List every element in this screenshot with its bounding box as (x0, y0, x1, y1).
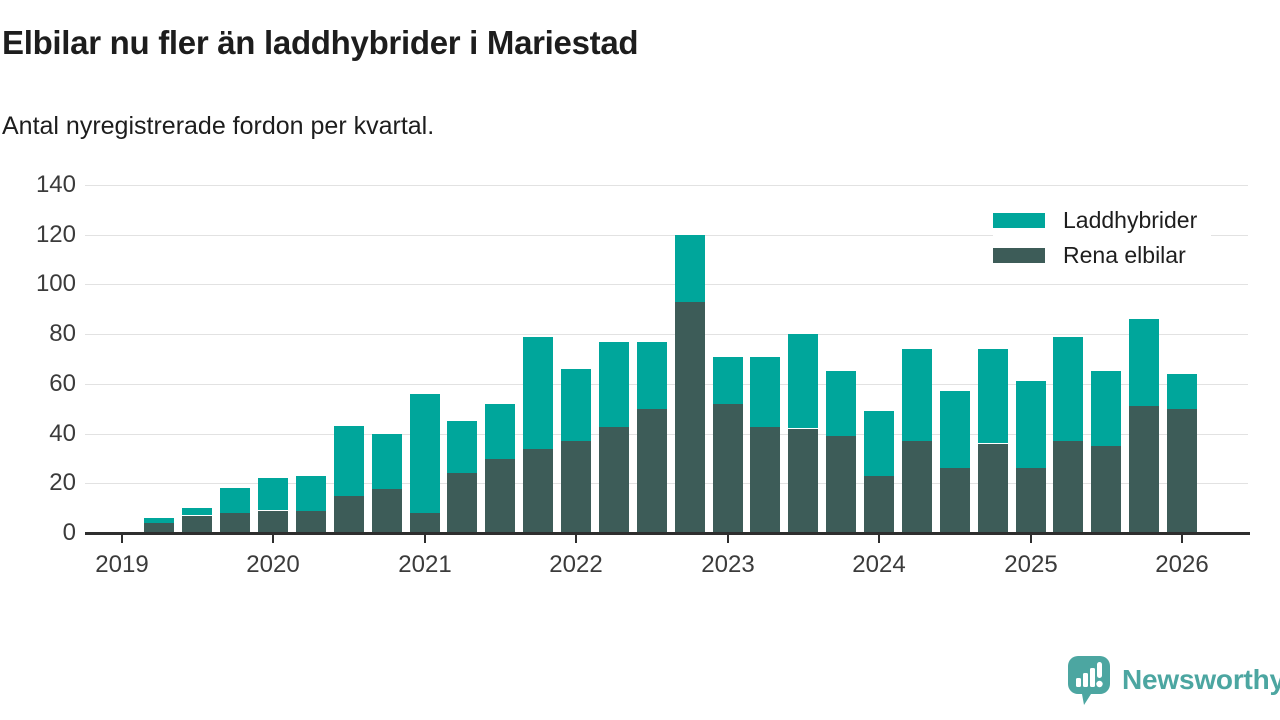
x-axis-tick (1030, 535, 1032, 543)
bar-segment-rena-elbilar (182, 516, 212, 533)
y-axis-tick-label: 140 (35, 171, 76, 198)
bar-segment-laddhybrider (334, 426, 364, 496)
newsworthy-speech-bubble-icon (1068, 656, 1110, 705)
gridline (85, 284, 1248, 285)
y-axis-tick-label: 100 (35, 270, 76, 297)
legend-item-rena-elbilar: Rena elbilar (993, 240, 1197, 270)
newsworthy-logo[interactable]: Newsworthy (1066, 654, 1280, 706)
bar-segment-rena-elbilar (561, 441, 591, 533)
bar-segment-laddhybrider (1053, 337, 1083, 441)
bar-segment-laddhybrider (713, 357, 743, 404)
bar-segment-laddhybrider (447, 421, 477, 473)
bar-segment-laddhybrider (1091, 371, 1121, 446)
x-axis-line (85, 532, 1250, 535)
bar-segment-laddhybrider (561, 369, 591, 441)
x-axis-tick-label: 2020 (246, 551, 300, 578)
bar-segment-laddhybrider (637, 342, 667, 409)
x-axis-tick (424, 535, 426, 543)
bar-segment-rena-elbilar (902, 441, 932, 533)
legend-swatch-rena-elbilar (993, 247, 1045, 263)
bar-segment-rena-elbilar (1053, 441, 1083, 533)
bar-segment-rena-elbilar (599, 426, 629, 533)
x-axis-tick (1181, 535, 1183, 543)
bar-segment-laddhybrider (978, 349, 1008, 443)
legend: Laddhybrider Rena elbilar (993, 205, 1212, 275)
bar-segment-rena-elbilar (713, 404, 743, 533)
y-axis-tick-label: 120 (35, 221, 76, 248)
y-axis-tick-label: 40 (49, 420, 76, 447)
bar-segment-rena-elbilar (864, 476, 894, 533)
bar-segment-rena-elbilar (1016, 468, 1046, 533)
bar-segment-laddhybrider (372, 434, 402, 489)
y-axis-tick-label: 80 (49, 320, 76, 347)
bar-segment-rena-elbilar (1167, 409, 1197, 533)
bar-segment-laddhybrider (485, 404, 515, 459)
bar-segment-laddhybrider (902, 349, 932, 441)
legend-label-laddhybrider: Laddhybrider (1063, 206, 1198, 233)
bar-segment-rena-elbilar (410, 513, 440, 533)
bar-segment-laddhybrider (523, 337, 553, 449)
bar-segment-laddhybrider (182, 508, 212, 515)
gridline (85, 235, 1248, 236)
bar-segment-laddhybrider (675, 235, 705, 302)
legend-item-laddhybrider: Laddhybrider (993, 205, 1197, 235)
bar-segment-laddhybrider (599, 342, 629, 427)
bar-segment-rena-elbilar (334, 496, 364, 533)
x-axis-tick (575, 535, 577, 543)
bar-segment-laddhybrider (410, 394, 440, 513)
x-axis-tick (727, 535, 729, 543)
bar-segment-laddhybrider (864, 411, 894, 476)
bar-segment-laddhybrider (258, 478, 288, 510)
y-axis-tick-label: 0 (62, 519, 76, 546)
gridline (85, 185, 1248, 186)
bar-segment-rena-elbilar (675, 302, 705, 533)
x-axis-tick-label: 2024 (852, 551, 906, 578)
bar-segment-laddhybrider (1167, 374, 1197, 409)
bar-segment-rena-elbilar (1091, 446, 1121, 533)
bar-segment-rena-elbilar (296, 511, 326, 533)
bar-segment-rena-elbilar (220, 513, 250, 533)
x-axis-tick-label: 2022 (549, 551, 603, 578)
bar-segment-laddhybrider (788, 334, 818, 428)
bar-segment-laddhybrider (296, 476, 326, 511)
x-axis-tick (878, 535, 880, 543)
x-axis-tick (121, 535, 123, 543)
bar-segment-laddhybrider (144, 518, 174, 523)
x-axis-tick-label: 2019 (95, 551, 149, 578)
x-axis-tick-label: 2023 (701, 551, 755, 578)
bar-segment-rena-elbilar (372, 488, 402, 533)
bar-segment-rena-elbilar (258, 511, 288, 533)
y-axis-tick-label: 60 (49, 370, 76, 397)
bar-segment-rena-elbilar (788, 429, 818, 533)
y-axis-tick-label: 20 (49, 469, 76, 496)
bar-segment-laddhybrider (1016, 381, 1046, 468)
bar-segment-rena-elbilar (750, 426, 780, 533)
bar-segment-rena-elbilar (485, 458, 515, 533)
bar-segment-laddhybrider (750, 357, 780, 427)
legend-swatch-laddhybrider (993, 212, 1045, 228)
bar-segment-rena-elbilar (1129, 406, 1159, 533)
x-axis-tick-label: 2021 (398, 551, 452, 578)
bar-segment-laddhybrider (826, 371, 856, 436)
bar-segment-laddhybrider (1129, 319, 1159, 406)
bar-segment-rena-elbilar (523, 448, 553, 533)
bar-segment-rena-elbilar (940, 468, 970, 533)
bar-segment-rena-elbilar (978, 444, 1008, 533)
legend-label-rena-elbilar: Rena elbilar (1063, 241, 1186, 268)
bar-segment-rena-elbilar (637, 409, 667, 533)
newsworthy-wordmark: Newsworthy (1122, 664, 1280, 695)
bar-segment-laddhybrider (940, 391, 970, 468)
chart-subtitle: Antal nyregistrerade fordon per kvartal. (2, 112, 435, 140)
x-axis-tick-label: 2026 (1155, 551, 1209, 578)
gridline (85, 334, 1248, 335)
bar-segment-rena-elbilar (144, 523, 174, 533)
bar-segment-rena-elbilar (447, 473, 477, 533)
x-axis-tick (272, 535, 274, 543)
chart-title: Elbilar nu fler än laddhybrider i Maries… (2, 24, 639, 61)
x-axis-tick-label: 2025 (1004, 551, 1058, 578)
bar-segment-laddhybrider (220, 488, 250, 513)
bar-segment-rena-elbilar (826, 436, 856, 533)
